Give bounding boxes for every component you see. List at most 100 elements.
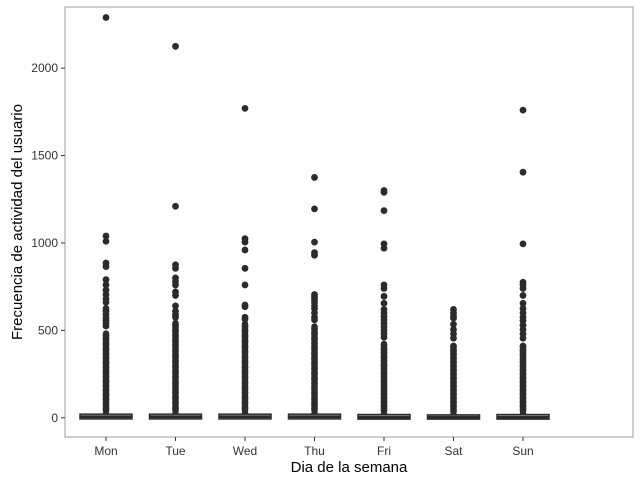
outlier-point [102, 359, 110, 366]
outlier-point [380, 341, 388, 349]
outlier-point [172, 313, 179, 321]
outlier-point [102, 14, 110, 21]
outlier-point [380, 188, 388, 196]
outlier-point [311, 370, 318, 377]
outlier-point [311, 325, 318, 332]
outlier-point [102, 377, 110, 385]
outlier-point [241, 399, 249, 407]
outlier-point [380, 292, 388, 300]
outlier-point [519, 106, 527, 114]
x-tick-label: Thu [304, 444, 325, 458]
outlier-point [102, 391, 110, 399]
outlier-point [311, 340, 318, 347]
y-tick-label: 1500 [31, 149, 58, 163]
outlier-point [102, 276, 110, 284]
outlier-point [172, 352, 179, 360]
outlier-point [241, 332, 249, 340]
outlier-point [519, 299, 527, 307]
outlier-point [311, 365, 318, 372]
outlier-point [311, 385, 318, 392]
outlier-point [172, 202, 179, 210]
outlier-point [172, 373, 179, 381]
outlier-point [450, 343, 457, 350]
box-group-mon [79, 14, 133, 420]
box-group-sat [426, 305, 481, 420]
outlier-point [172, 42, 179, 50]
outlier-point [102, 354, 110, 362]
outlier-point [172, 281, 179, 289]
outlier-point [311, 405, 318, 412]
outlier-point [241, 322, 249, 330]
outlier-point [241, 384, 249, 391]
outlier-point [241, 303, 249, 311]
outlier-point [172, 399, 179, 407]
outlier-point [102, 331, 110, 339]
outlier-point [172, 264, 179, 272]
y-axis: 0 500 1000 1500 2000 [31, 61, 65, 425]
outlier-point [241, 343, 249, 350]
plot-marks [79, 14, 550, 420]
outlier-point [241, 363, 249, 371]
outlier-point [102, 400, 110, 408]
x-axis: Mon Tue Wed Thu Fri Sat Sun [94, 437, 534, 458]
outlier-point [241, 264, 249, 272]
outlier-point [311, 174, 318, 181]
outlier-point [241, 394, 249, 402]
outlier-point [311, 350, 318, 357]
y-tick-label: 0 [51, 411, 58, 425]
outlier-point [311, 330, 318, 337]
outlier-point [311, 251, 318, 259]
outlier-point [102, 322, 110, 330]
outlier-point [311, 238, 318, 246]
box-group-fri [357, 187, 411, 420]
x-tick-label: Mon [94, 444, 117, 458]
x-tick-label: Wed [233, 444, 257, 458]
outlier-point [102, 336, 110, 343]
outlier-point [102, 281, 110, 289]
outlier-point [172, 358, 179, 365]
outlier-point [380, 244, 388, 252]
outlier-point [172, 378, 179, 386]
outlier-point [450, 320, 457, 328]
outlier-point [241, 379, 249, 386]
outlier-point [519, 334, 527, 342]
panel-background [64, 6, 634, 438]
outlier-point [102, 299, 110, 306]
outlier-point [380, 333, 388, 341]
outlier-point [519, 343, 527, 350]
outlier-point [102, 396, 110, 403]
outlier-point [102, 232, 110, 240]
outlier-point [172, 368, 179, 376]
y-tick-label: 2000 [31, 61, 58, 75]
outlier-point [519, 168, 527, 176]
outlier-point [241, 238, 249, 246]
box-group-thu [287, 174, 342, 420]
outlier-point [172, 394, 179, 402]
outlier-point [311, 375, 318, 382]
outlier-point [311, 316, 318, 324]
outlier-point [241, 374, 249, 381]
outlier-point [519, 292, 527, 299]
outlier-point [172, 384, 179, 391]
outlier-point [311, 395, 318, 402]
y-tick-label: 1000 [31, 236, 58, 250]
outlier-point [172, 389, 179, 396]
outlier-point [172, 292, 179, 299]
outlier-point [102, 373, 110, 380]
outlier-point [380, 285, 388, 292]
outlier-point [102, 405, 110, 413]
outlier-point [241, 404, 249, 412]
outlier-point [102, 340, 110, 348]
box-group-tue [148, 42, 203, 420]
outlier-point [102, 382, 110, 390]
outlier-point [172, 302, 179, 310]
x-tick-label: Tue [165, 444, 186, 458]
outlier-point [102, 237, 110, 245]
outlier-point [102, 387, 110, 394]
outlier-point [172, 347, 179, 355]
box-group-wed [218, 104, 272, 420]
outlier-point [241, 104, 249, 112]
outlier-point [172, 326, 179, 334]
